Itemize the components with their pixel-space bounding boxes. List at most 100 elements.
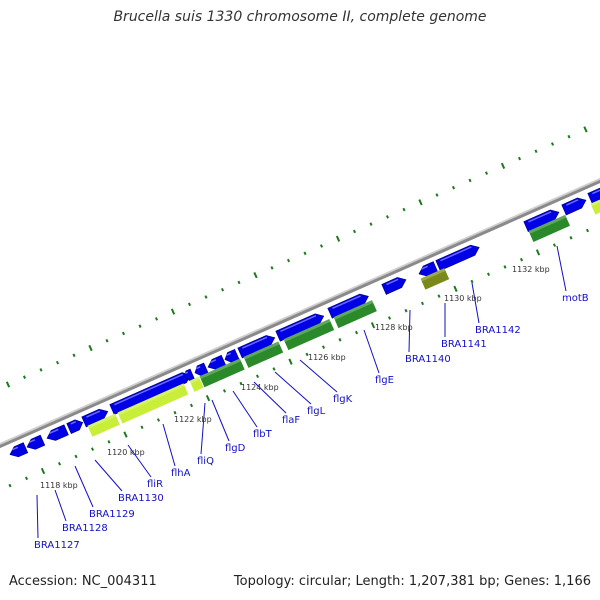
outer-tick [154, 317, 159, 321]
outer-tick [286, 258, 291, 263]
outer-tick [270, 266, 274, 270]
outer-tick [352, 229, 357, 234]
cds-box [87, 413, 120, 437]
cds-box-shine [243, 341, 280, 360]
label-leader [363, 329, 380, 374]
inner-tick [189, 403, 194, 408]
gene-arrow-shine [49, 428, 59, 435]
gene-labels: BRA1127 BRA1128 BRA1129 BRA1130 fliR flhA fliQ… [34, 293, 589, 551]
gene-label: fliQ [197, 456, 214, 467]
gene-arrow [9, 442, 29, 458]
cds-box-shape [283, 318, 335, 351]
gene-arrow-shape [587, 187, 600, 204]
outer-tick [369, 222, 373, 226]
cds-box-shine [87, 413, 117, 429]
outer-tick [435, 193, 439, 197]
tick-labels: 1118 kbp 1120 kbp 1122 kbp 1124 kbp 1126 kbp… [40, 265, 550, 490]
outer-tick [5, 381, 11, 388]
outer-tick [105, 338, 109, 343]
gene-label: BRA1127 [34, 540, 80, 551]
gene-arrow-shine [70, 421, 77, 425]
outer-tick [253, 272, 258, 279]
inner-tick [420, 301, 425, 306]
cds-box-shine [528, 214, 567, 234]
outer-tick [500, 162, 506, 169]
label-leader [274, 371, 312, 405]
cds-box-shape [590, 199, 600, 215]
outer-tick [484, 171, 489, 175]
cds-box-shine [420, 268, 446, 282]
gene-label: motB [562, 293, 589, 304]
tick-label: 1126 kbp [308, 353, 346, 362]
gene-arrow-shape [66, 419, 84, 434]
inner-tick [140, 425, 144, 430]
gene-label: BRA1129 [89, 509, 135, 520]
gene-label: BRA1141 [441, 339, 487, 350]
inner-tick [338, 338, 342, 342]
inner-tick [156, 418, 161, 422]
gene-arrow-shine [332, 295, 361, 310]
cds-box [243, 341, 284, 368]
outer-tick [468, 178, 472, 183]
cds-box-shine [117, 383, 185, 416]
label-leaders [36, 245, 567, 539]
cds-box-shine [199, 358, 242, 380]
gene-label: BRA1142 [475, 325, 521, 336]
inner-tick [173, 410, 177, 415]
backbone-track [0, 177, 600, 449]
cds-box-shape [243, 341, 284, 368]
gene-arrow-shine [29, 439, 36, 443]
inner-tick [453, 285, 458, 292]
inner-tick [123, 431, 128, 438]
cds-box-shape [87, 413, 120, 437]
gene-label: BRA1128 [62, 523, 108, 534]
gene-label: BRA1130 [118, 493, 164, 504]
map-title: Brucella suis 1330 chromosome II, comple… [113, 9, 487, 25]
outer-tick-track [5, 126, 588, 388]
label-leader [162, 423, 176, 467]
inner-tick [354, 330, 359, 335]
inner-tick [205, 394, 211, 402]
inner-tick [503, 265, 507, 269]
label-leader [200, 402, 206, 455]
gene-arrow-shine [195, 366, 201, 370]
inner-tick [321, 345, 326, 349]
outer-tick [451, 185, 456, 190]
gene-arrow [435, 244, 480, 271]
accession-text: Accession: NC_004311 [9, 574, 157, 589]
gene-arrow-shape [327, 293, 369, 319]
outer-tick [402, 207, 406, 212]
outer-tick [567, 134, 571, 139]
gene-arrow-shine [440, 246, 472, 262]
outer-tick [319, 244, 324, 248]
gene-arrow [381, 277, 407, 295]
gene-arrow-shape [435, 244, 480, 271]
inner-tick [57, 461, 62, 466]
gene-arrow-shape [381, 277, 407, 295]
gene-label: flgD [225, 443, 246, 454]
outer-tick [39, 368, 43, 372]
cds-box [590, 199, 600, 215]
gene-arrow-shine [421, 265, 428, 270]
inner-tick [90, 447, 95, 451]
inner-tick [305, 352, 309, 357]
label-leader [74, 465, 94, 508]
inner-tick [272, 367, 276, 371]
cds-box-shape [420, 268, 450, 290]
gene-arrow-shape [81, 408, 109, 428]
label-leader [471, 282, 480, 324]
inner-tick [107, 440, 111, 444]
inner-tick [470, 279, 474, 284]
inner-tick [222, 389, 227, 393]
label-leader [94, 459, 123, 492]
gene-arrow-shine [280, 314, 317, 333]
gene-arrow [81, 408, 109, 428]
gene-arrow [26, 434, 46, 450]
outer-tick [88, 344, 93, 352]
inner-tick [255, 374, 260, 379]
inner-tick [387, 316, 392, 320]
inner-tick [370, 322, 376, 329]
cds-box-shine [283, 318, 331, 342]
label-leader [54, 489, 67, 522]
